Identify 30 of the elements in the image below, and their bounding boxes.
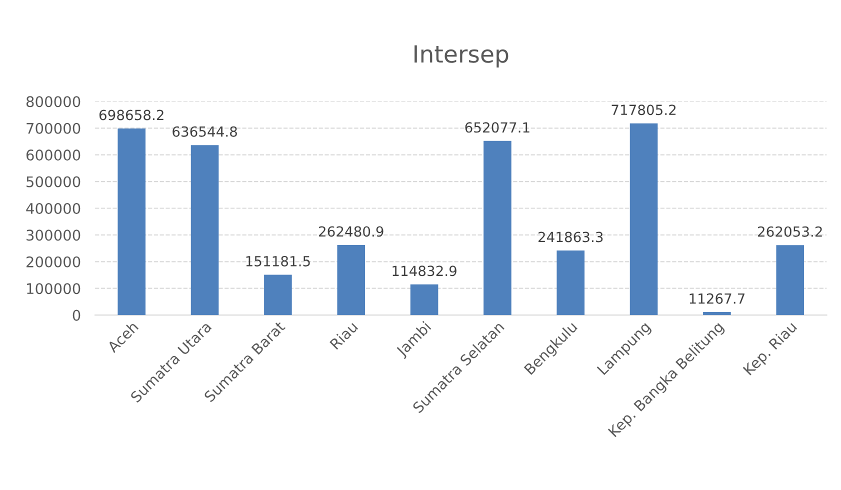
y-tick-label: 800000 [26,96,80,108]
data-label: 717805.2 [612,104,676,116]
bar [118,128,146,316]
data-label: 262480.9 [319,226,384,237]
y-tick-label: 700000 [26,122,80,134]
bar [410,284,438,316]
y-tick-label: 200000 [26,256,80,268]
data-label: 262053.2 [758,226,822,237]
y-tick-label: 100000 [27,283,80,294]
bar [484,140,512,316]
data-label: 698658.2 [99,110,164,120]
bar [190,145,219,316]
y-tick-label: 500000 [26,176,80,188]
bar [264,274,292,316]
data-label: 636544.8 [172,126,237,137]
bar [630,123,658,316]
y-tick-label: 400000 [26,202,80,214]
data-label: 11267.7 [690,293,744,304]
bar [776,245,804,316]
y-tick-label: 300000 [26,230,80,241]
data-label: 114832.9 [392,266,456,276]
bar [703,312,731,316]
bar [337,244,366,316]
data-label: 652077.1 [465,122,530,133]
chart-title: Intersep [414,45,508,68]
y-tick-label: 600000 [26,150,80,161]
data-label: 151181.5 [246,256,310,266]
data-label: 241863.3 [538,232,603,242]
bar [556,250,585,316]
y-tick-label: 0 [72,310,80,321]
